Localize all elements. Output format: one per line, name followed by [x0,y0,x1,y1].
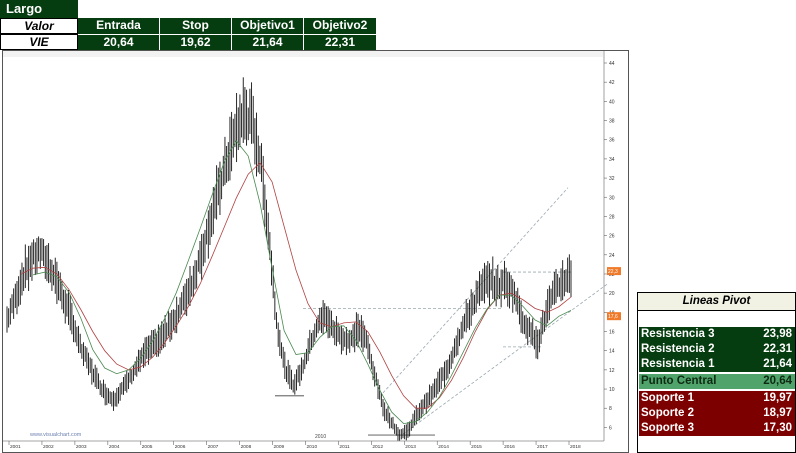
value-stop: 19,62 [160,34,232,50]
pivot-value: 19,97 [763,392,792,404]
position-label: Largo [0,0,78,18]
value-entrada: 20,64 [78,34,160,50]
header-stop: Stop [160,18,232,34]
header-objetivo1: Objetivo1 [232,18,304,34]
price-tags: 22,3 17,6 [607,267,621,321]
pivot-row-punto-central: Punto Central 20,64 [639,374,795,389]
price-tick-label: 20 [609,291,615,297]
moving-average-red [20,162,572,409]
channel-upper-line [382,187,569,394]
pivot-value: 18,97 [763,407,792,419]
price-tag-label: 17,6 [608,314,618,320]
year-tick-label: 2014 [438,444,449,450]
channel-lower-line [402,283,609,435]
watermark-text: www.visualchart.com [29,432,82,438]
pivot-value: 23,98 [763,328,792,340]
price-tick-label: 44 [609,61,615,67]
pivot-value: 20,64 [763,375,792,387]
pivot-row-soporte-2: Soporte 2 18,97 [639,406,795,421]
pivot-value: 22,31 [763,343,792,355]
pivot-row-resistencia-1: Resistencia 1 21,64 [639,357,795,372]
pivot-table: Lineas Pivot Resistencia 3 23,98 Resiste… [637,292,796,453]
pivot-label: Soporte 2 [641,407,695,419]
year-tick-label: 2013 [405,444,416,450]
year-tick-label: 2009 [274,444,285,450]
pivot-row-soporte-1: Soporte 1 19,97 [639,391,795,406]
moving-average-green [32,139,572,425]
value-objetivo2: 22,31 [304,34,376,50]
year-tick-label: 2008 [241,444,252,450]
pivot-label: Punto Central [641,375,717,387]
pivot-value: 17,30 [763,422,792,434]
pivot-value: 21,64 [763,358,792,370]
price-tick-label: 40 [609,99,615,105]
year-tick-label: 2011 [339,444,350,450]
price-tick-label: 14 [609,349,615,355]
year-tick-label: 2018 [570,444,581,450]
price-tick-label: 30 [609,195,615,201]
chart-info-strip [3,51,603,57]
price-tick-label: 28 [609,214,615,220]
price-tag-box [607,267,621,276]
pivot-label: Resistencia 3 [641,328,715,340]
pivot-label: Resistencia 1 [641,358,715,370]
price-tick-label: 12 [609,368,615,374]
candles [6,77,572,441]
price-tick-label: 10 [609,387,615,393]
price-tag-box [607,312,621,321]
year-label-center: 2010 [315,434,326,440]
pivot-label: Resistencia 2 [641,343,715,355]
pivot-label: Soporte 1 [641,392,695,404]
price-tick-label: 8 [609,406,612,412]
year-tick-label: 2002 [43,444,54,450]
pivot-label: Soporte 3 [641,422,695,434]
year-tick-label: 2017 [537,444,548,450]
header-entrada: Entrada [78,18,160,34]
price-tick-label: 26 [609,234,615,240]
price-tag-label: 22,3 [608,269,618,275]
header-objetivo2: Objetivo2 [304,18,376,34]
year-tick-label: 2016 [504,444,515,450]
year-tick-label: 2005 [142,444,153,450]
price-tick-label: 34 [609,157,615,163]
ticker-cell: VIE [0,34,78,50]
year-tick-label: 2004 [109,444,120,450]
price-chart[interactable]: 44424038363432302826242220181614121086 2… [2,50,629,453]
price-tick-label: 36 [609,138,615,144]
price-tick-label: 42 [609,80,615,86]
price-tick-label: 16 [609,330,615,336]
year-tick-label: 2007 [208,444,219,450]
chart-background [3,51,628,452]
pivot-row-resistencia-3: Resistencia 3 23,98 [639,327,795,342]
price-tick-label: 6 [609,425,612,431]
year-tick-label: 2012 [372,444,383,450]
pivot-row-soporte-3: Soporte 3 17,30 [639,421,795,436]
year-tick-label: 2010 [306,444,317,450]
pivot-row-resistencia-2: Resistencia 2 22,31 [639,342,795,357]
time-axis: 2001 2002 2003 2004 2005 2006 2007 2008 2009 2010… [8,441,581,450]
value-objetivo1: 21,64 [232,34,304,50]
year-tick-label: 2001 [10,444,21,450]
chart-canvas[interactable]: 44424038363432302826242220181614121086 2… [3,51,628,452]
header-valor: Valor [0,18,78,34]
year-tick-label: 2003 [76,444,87,450]
pivot-title: Lineas Pivot [638,293,795,311]
price-tick-label: 38 [609,119,615,125]
year-tick-label: 2015 [471,444,482,450]
year-tick-label: 2006 [175,444,186,450]
price-tick-label: 32 [609,176,615,182]
price-tick-label: 24 [609,253,615,259]
moving-averages [20,139,572,425]
